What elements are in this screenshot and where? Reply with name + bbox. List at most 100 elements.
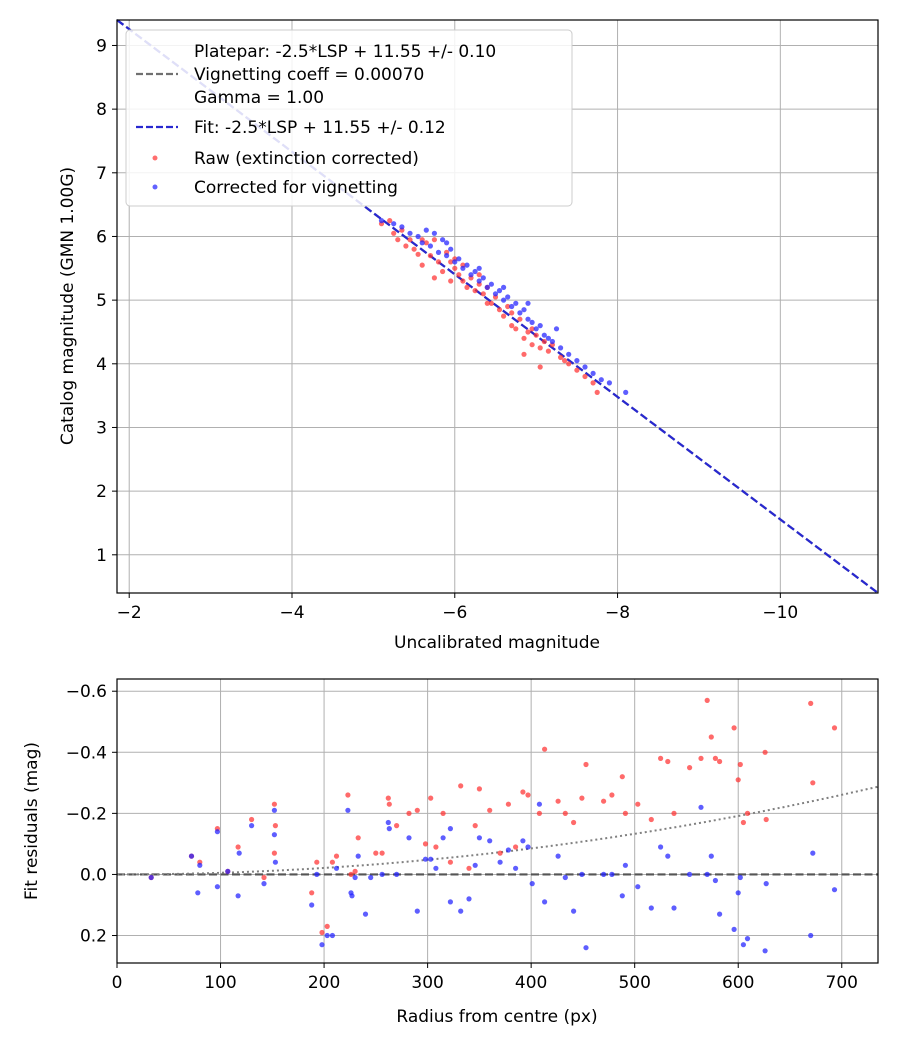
corrected-point [368, 874, 374, 881]
corrected-point [319, 942, 325, 948]
raw-point [235, 844, 241, 850]
corrected-point [536, 801, 543, 807]
corrected-point [391, 221, 397, 227]
corrected-point [345, 807, 351, 813]
corrected-point [444, 240, 450, 246]
corrected-point [309, 902, 315, 908]
corrected-point [601, 871, 607, 878]
corrected-point [236, 850, 242, 856]
bottom-x-tick-label: 100 [204, 973, 236, 993]
raw-point [513, 844, 519, 850]
raw-point [387, 218, 393, 224]
top-y-tick-label: 9 [96, 36, 107, 56]
corrected-point [537, 323, 543, 329]
bottom-x-tick-label: 600 [722, 973, 754, 993]
bottom-gridlines [116, 679, 878, 963]
corrected-point [558, 345, 564, 351]
corrected-point [513, 865, 519, 871]
raw-point [558, 354, 564, 360]
raw-point [428, 795, 434, 801]
raw-point [415, 251, 421, 257]
corrected-point [763, 881, 769, 887]
corrected-point [195, 890, 201, 896]
corrected-point [708, 853, 714, 859]
corrected-point [352, 874, 358, 881]
top-corrected-points [378, 218, 629, 395]
corrected-point [542, 899, 548, 905]
raw-point [333, 853, 340, 859]
corrected-point [235, 893, 241, 899]
top-fit-lines [116, 19, 879, 594]
raw-point [665, 758, 671, 765]
corrected-point [378, 218, 385, 224]
raw-point [496, 307, 503, 313]
raw-point [622, 810, 629, 817]
raw-point [488, 300, 494, 306]
corrected-point [271, 807, 277, 813]
raw-point [521, 351, 527, 357]
top-x-tick-label: −2 [117, 603, 142, 623]
bottom-x-tick-label: 300 [411, 973, 443, 993]
top-y-tick-label: 6 [96, 227, 107, 247]
raw-point [537, 345, 543, 351]
raw-point [314, 859, 320, 865]
corrected-point [480, 275, 486, 281]
corrected-point [355, 853, 361, 859]
corrected-point [505, 294, 511, 300]
raw-point [658, 755, 664, 762]
corrected-point [452, 259, 458, 265]
corrected-point [529, 881, 535, 887]
corrected-point [407, 230, 413, 236]
legend-platepar: Platepar: -2.5*LSP + 11.55 +/- 0.10 [194, 42, 496, 62]
raw-point [762, 749, 768, 755]
corrected-point [590, 370, 596, 376]
raw-point [484, 300, 490, 306]
top-y-tick-label: 2 [96, 482, 107, 502]
raw-point [249, 816, 255, 823]
top-plot-frame [116, 19, 879, 594]
raw-point [386, 801, 392, 807]
corrected-point [509, 303, 515, 310]
corrected-point [472, 862, 478, 868]
corrected-point [399, 224, 405, 230]
corrected-point [744, 936, 751, 942]
legend-raw: Raw (extinction corrected) [194, 149, 419, 169]
corrected-point [635, 884, 641, 890]
bottom-y-ticks: 0.2 0.0 −0.2 −0.4 −0.6 [66, 682, 117, 947]
vignetting-model-curve [117, 785, 879, 876]
corrected-point [419, 240, 425, 246]
corrected-point [598, 377, 604, 383]
legend-fit: Fit: -2.5*LSP + 11.55 +/- 0.12 [194, 118, 446, 138]
corrected-point [476, 265, 482, 271]
bottom-y-tick-label: −0.6 [66, 682, 107, 702]
corrected-point [810, 850, 816, 856]
raw-point [517, 316, 523, 322]
corrected-point [460, 265, 466, 271]
legend-red-dot-swatch [152, 155, 158, 161]
raw-point [533, 332, 539, 338]
corrected-point [549, 338, 556, 345]
corrected-point [541, 332, 547, 338]
corrected-point [619, 893, 625, 899]
corrected-point [476, 278, 482, 284]
raw-point [582, 373, 588, 380]
raw-point [545, 348, 552, 354]
corrected-point [448, 246, 454, 252]
raw-point [345, 792, 351, 798]
raw-point [525, 329, 531, 335]
corrected-point [456, 256, 462, 262]
corrected-point [525, 300, 531, 306]
corrected-point [314, 871, 320, 878]
raw-point [737, 761, 743, 768]
raw-point [422, 841, 429, 847]
corrected-point [762, 948, 768, 954]
raw-point [704, 697, 710, 704]
raw-point [385, 795, 391, 801]
raw-point [458, 783, 464, 789]
corrected-point [492, 291, 499, 297]
corrected-point [435, 249, 442, 255]
raw-point [476, 786, 482, 792]
corrected-point [520, 838, 526, 844]
fit-line [116, 19, 879, 594]
